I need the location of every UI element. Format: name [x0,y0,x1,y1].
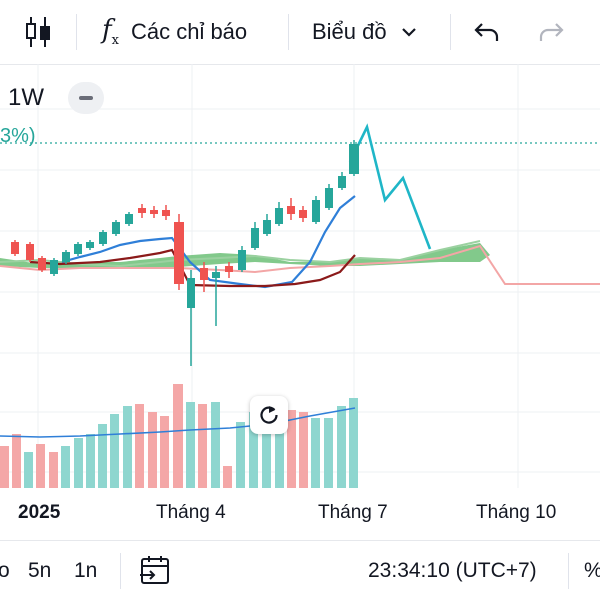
range-button-1n[interactable]: 1n [74,559,98,582]
candles [11,140,359,366]
function-icon: fx [102,15,119,49]
range-button-partial[interactable]: o [0,559,10,582]
volume-bars [0,384,358,488]
rotate-icon [260,406,278,424]
redo-button[interactable] [538,0,564,64]
collapse-legend-button[interactable] [68,82,104,114]
toolbar-divider [288,14,289,50]
undo-icon [474,23,499,41]
price-change-label: 3%) [0,125,36,147]
chart-type-label: Biểu đồ [312,19,387,44]
calendar-goto-icon [140,556,169,584]
minus-icon [79,96,93,100]
bottom-divider [120,553,121,589]
top-toolbar: fx Các chỉ báo Biểu đồ [0,0,600,65]
x-axis-label-april: Tháng 4 [156,502,226,523]
bottom-divider [568,553,569,589]
forecast-line [348,123,432,250]
range-button-5n[interactable]: 5n [28,559,52,582]
candlestick-icon[interactable] [24,0,52,64]
percent-scale-button[interactable]: % [584,541,600,601]
chart-type-button[interactable]: Biểu đồ [312,0,417,64]
x-axis-label-october: Tháng 10 [476,502,557,523]
toolbar-divider [450,14,451,50]
x-axis-label-july: Tháng 7 [318,502,388,523]
redo-icon [539,23,564,41]
timezone-clock[interactable]: 23:34:10 (UTC+7) [368,559,537,582]
indicators-button[interactable]: fx Các chỉ báo [102,0,247,64]
timeframe-label[interactable]: 1W [8,84,44,111]
reset-chart-button[interactable] [250,396,288,434]
indicators-label: Các chỉ báo [130,19,248,44]
price-chart[interactable] [0,64,600,536]
x-axis-label-year: 2025 [18,502,61,523]
goto-date-button[interactable] [138,541,172,601]
chevron-down-icon [401,28,416,37]
undo-button[interactable] [474,0,500,64]
bottom-toolbar: o 5n 1n 23:34:10 (UTC+7) % [0,540,600,601]
toolbar-divider [76,14,77,50]
